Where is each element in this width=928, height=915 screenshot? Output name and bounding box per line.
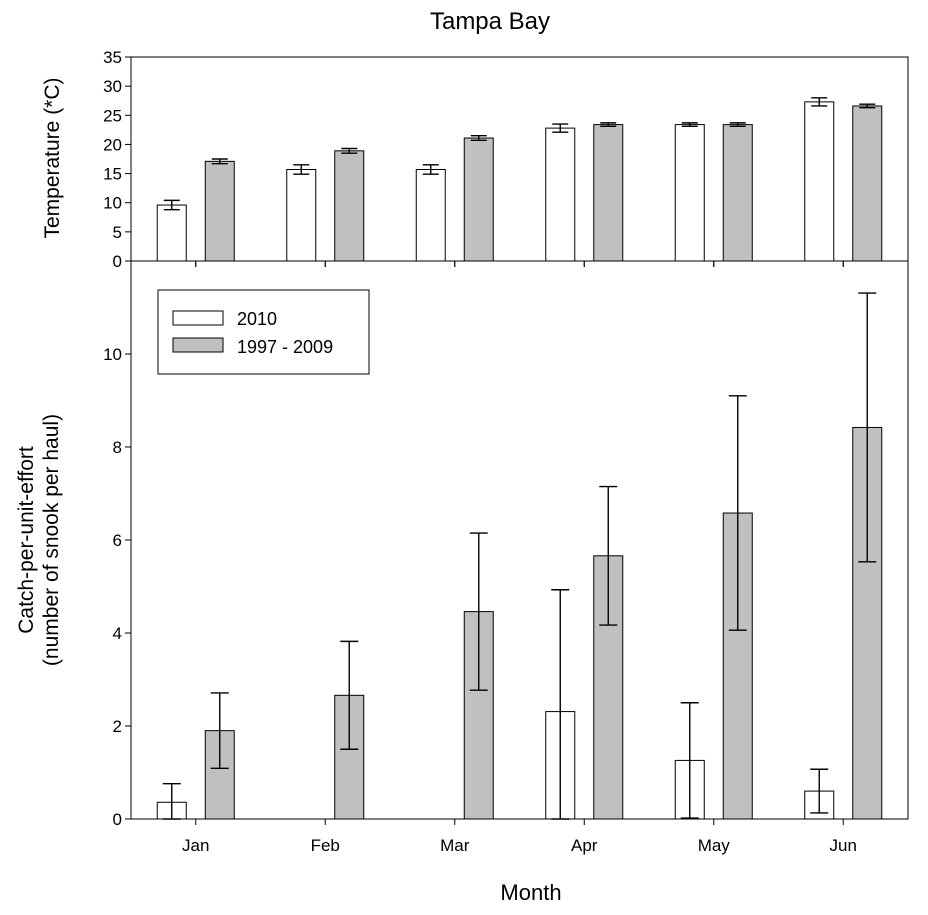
bar-1997-2009 <box>204 160 235 262</box>
bar-2010 <box>804 101 835 262</box>
bar-1997-2009 <box>593 124 624 262</box>
legend: 2010 1997 - 2009 <box>157 289 370 375</box>
bar-2010 <box>674 124 705 262</box>
y-tick-label: 2 <box>113 717 122 736</box>
y-tick-label: 0 <box>113 810 122 829</box>
temperature-y-axis-label: Temperature (*C) <box>41 77 64 238</box>
cpue-panel: 0 2 4 6 8 10 Jan Feb Mar Apr May Jun <box>103 260 909 855</box>
y-tick-label: 4 <box>113 624 122 643</box>
x-tick-label: Mar <box>440 836 470 855</box>
legend-swatch-1997-2009 <box>172 337 224 353</box>
cpue-y-axis-label-line2: (number of snook per haul) <box>40 414 63 666</box>
legend-swatch-2010 <box>172 310 224 326</box>
legend-box <box>157 289 370 375</box>
plot-frame <box>130 56 909 262</box>
y-tick-label: 20 <box>103 135 122 154</box>
bar-2010 <box>286 168 317 262</box>
y-tick-label: 35 <box>103 48 122 67</box>
chart-title: Tampa Bay <box>430 8 550 35</box>
bar-2010 <box>415 168 446 262</box>
x-tick-label: Feb <box>311 836 340 855</box>
y-tick-label: 10 <box>103 345 122 364</box>
legend-label-2010: 2010 <box>237 309 277 329</box>
x-tick-label: Jan <box>182 836 209 855</box>
cpue-y-axis-label-line1: Catch-per-unit-effort <box>15 446 38 634</box>
bar-2010 <box>156 204 187 262</box>
legend-label-1997-2009: 1997 - 2009 <box>237 337 333 357</box>
temperature-panel: 0 5 10 15 20 25 30 35 <box>103 48 909 271</box>
y-tick-label: 15 <box>103 165 122 184</box>
y-tick-label: 8 <box>113 438 122 457</box>
y-tick-label: 6 <box>113 531 122 550</box>
bar-1997-2009 <box>852 105 883 262</box>
y-tick-label: 30 <box>103 77 122 96</box>
x-axis-label: Month <box>500 880 561 905</box>
y-tick-label: 5 <box>113 223 122 242</box>
bar-1997-2009 <box>463 137 494 262</box>
bar-1997-2009 <box>334 150 365 262</box>
x-tick-label: May <box>698 836 731 855</box>
y-tick-label: 25 <box>103 106 122 125</box>
y-tick-label: 0 <box>113 252 122 271</box>
y-tick-label: 10 <box>103 194 122 213</box>
x-tick-label: Jun <box>830 836 857 855</box>
x-tick-label: Apr <box>571 836 598 855</box>
bar-2010 <box>545 127 576 262</box>
bar-1997-2009 <box>722 124 753 262</box>
